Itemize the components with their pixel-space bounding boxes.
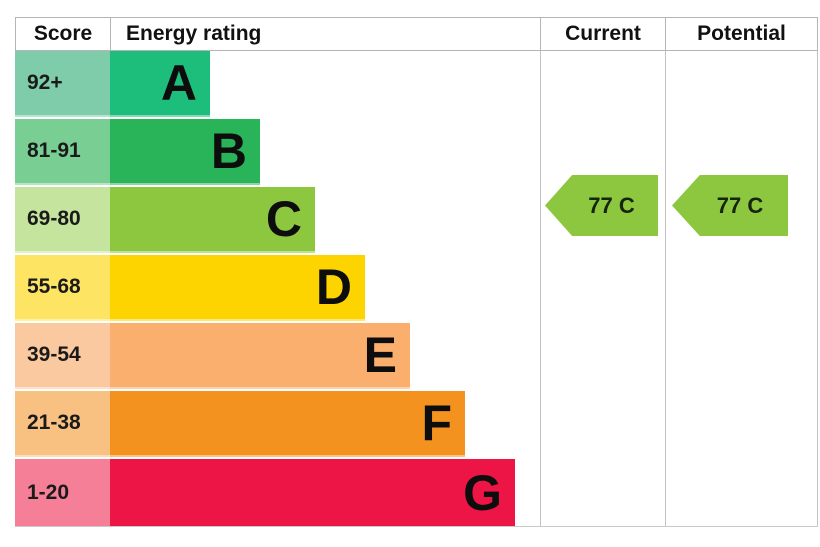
potential-rating-label: 77 C [716, 192, 764, 218]
current-rating-arrow: 77 C [545, 175, 658, 236]
score-range-b: 81-91 [15, 119, 110, 185]
band-rows: 92+ A 81-91 B 69-80 C 55-68 D 39-54 E 21… [15, 51, 818, 527]
band-row-f: 21-38 F [15, 391, 818, 459]
band-bar-f: F [110, 391, 465, 457]
current-column-divider [540, 51, 541, 527]
score-range-e: 39-54 [15, 323, 110, 389]
band-bar-c: C [110, 187, 315, 253]
score-range-c: 69-80 [15, 187, 110, 253]
band-row-g: 1-20 G [15, 459, 818, 527]
band-row-e: 39-54 E [15, 323, 818, 391]
column-header-current: Current [540, 18, 665, 50]
table-header-row: Score Energy rating Current Potential [15, 17, 818, 51]
column-header-energy-rating: Energy rating [110, 18, 540, 50]
band-bar-g: G [110, 459, 515, 527]
column-header-potential: Potential [665, 18, 818, 50]
potential-column-divider [665, 51, 666, 527]
band-bar-a: A [110, 51, 210, 117]
score-range-d: 55-68 [15, 255, 110, 321]
table-right-border [817, 51, 818, 527]
table-bottom-border [15, 526, 818, 527]
band-bar-e: E [110, 323, 410, 389]
current-rating-label: 77 C [588, 192, 635, 218]
column-header-score: Score [15, 18, 110, 50]
band-row-a: 92+ A [15, 51, 818, 119]
band-row-d: 55-68 D [15, 255, 818, 323]
score-range-a: 92+ [15, 51, 110, 117]
band-row-c: 69-80 C [15, 187, 818, 255]
score-range-f: 21-38 [15, 391, 110, 457]
band-bar-b: B [110, 119, 260, 185]
band-row-b: 81-91 B [15, 119, 818, 187]
band-bar-d: D [110, 255, 365, 321]
score-range-g: 1-20 [15, 459, 110, 527]
potential-rating-arrow: 77 C [672, 175, 788, 236]
epc-table: Score Energy rating Current Potential 92… [15, 17, 818, 527]
